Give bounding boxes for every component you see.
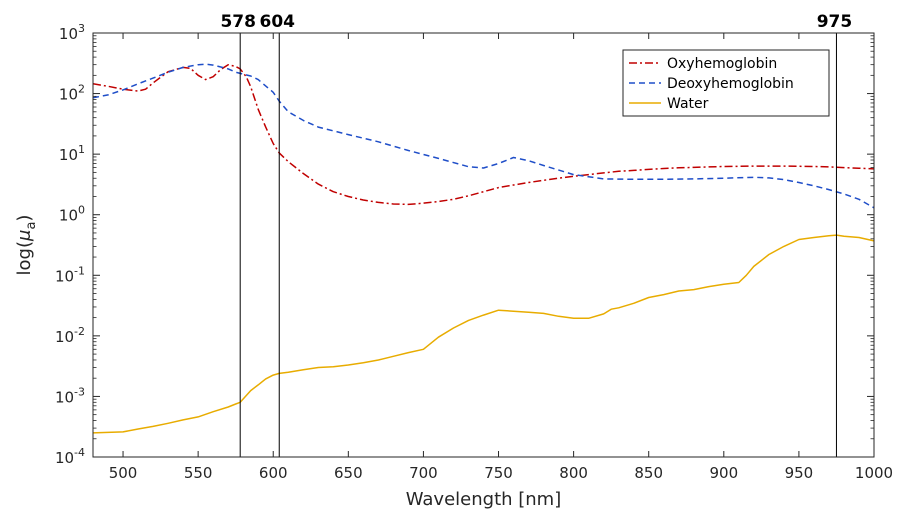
y-tick-label: 100 — [59, 204, 85, 225]
y-tick-label: 102 — [59, 83, 85, 104]
legend-label-deoxyhemoglobin: Deoxyhemoglobin — [667, 76, 794, 92]
x-tick-label: 600 — [259, 464, 288, 482]
x-tick-label: 950 — [785, 464, 814, 482]
y-tick-label: 10-4 — [55, 446, 85, 467]
marker-label-578: 578 — [220, 12, 256, 32]
x-tick-label: 800 — [559, 464, 588, 482]
x-axis-label: Wavelength [nm] — [406, 489, 562, 510]
series-line-deoxyhemoglobin — [92, 63, 875, 209]
x-tick-label: 550 — [184, 464, 213, 482]
x-tick-label: 900 — [709, 464, 738, 482]
legend-label-oxyhemoglobin: Oxyhemoglobin — [667, 56, 777, 72]
series-line-water — [92, 234, 875, 434]
x-axis: 500 550 600 650 700 750 800 850 900 950 1000 — [109, 33, 893, 482]
series-layer — [92, 63, 875, 434]
y-axis: 10-4 10-3 10-2 10-1 100 101 102 103 — [55, 22, 874, 467]
y-tick-label: 10-2 — [55, 325, 85, 346]
legend-box — [622, 49, 830, 117]
legend-label-water: Water — [667, 96, 709, 112]
series-line-oxyhemoglobin — [92, 63, 875, 206]
x-tick-label: 650 — [334, 464, 363, 482]
y-tick-label: 10-1 — [55, 264, 85, 285]
x-tick-label: 700 — [409, 464, 438, 482]
x-tick-label: 1000 — [855, 464, 893, 482]
y-tick-label: 101 — [59, 143, 85, 164]
marker-label-975: 975 — [817, 12, 853, 32]
marker-label-604: 604 — [259, 12, 295, 32]
x-tick-label: 850 — [634, 464, 663, 482]
plot-area-frame — [92, 32, 875, 458]
y-tick-label: 10-3 — [55, 385, 85, 406]
y-axis-label: log(μa) — [14, 215, 39, 276]
x-tick-label: 500 — [109, 464, 138, 482]
y-tick-label: 103 — [59, 22, 85, 43]
legend: Oxyhemoglobin Deoxyhemoglobin Water — [622, 49, 830, 117]
x-tick-label: 750 — [484, 464, 513, 482]
vertical-lines: 578 604 975 — [220, 12, 852, 457]
